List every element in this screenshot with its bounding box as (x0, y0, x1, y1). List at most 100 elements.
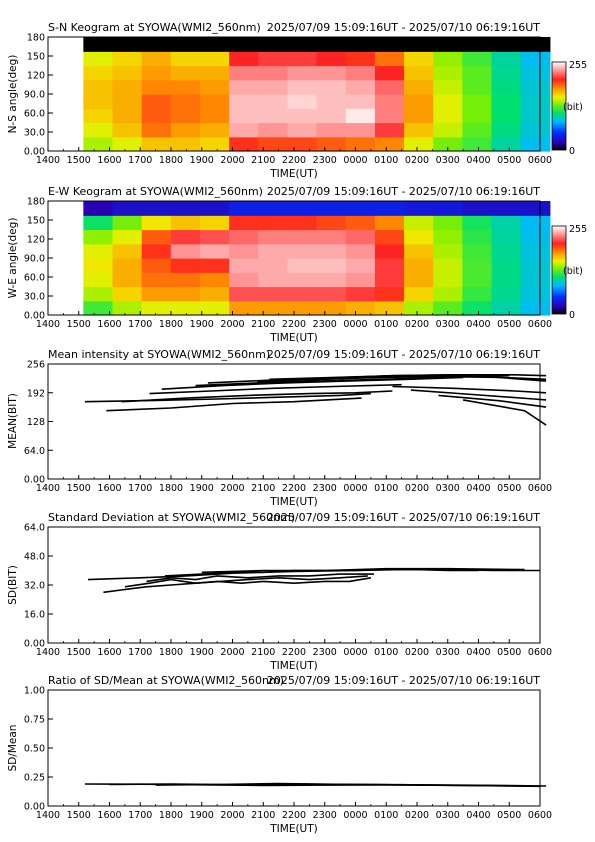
x-tick-label: 1700 (128, 483, 152, 494)
keogram-cell (112, 37, 143, 52)
x-tick-label: 0400 (466, 155, 490, 166)
keogram-cell (229, 37, 259, 52)
keogram-cell (433, 243, 463, 259)
keogram-cell (404, 243, 434, 259)
x-tick-label: 0400 (466, 319, 490, 330)
keogram-cell (141, 215, 172, 231)
keogram-cell (141, 136, 172, 152)
keogram-cell (141, 122, 172, 138)
keogram-cell (258, 94, 289, 109)
keogram-cell (287, 136, 318, 152)
keogram-cell (287, 51, 318, 67)
x-tick-label: 2100 (251, 647, 275, 658)
keogram-cell (316, 94, 347, 109)
keogram-cell (491, 300, 522, 316)
keogram-cell (287, 243, 318, 259)
keogram-cell (433, 258, 463, 273)
x-tick-label: 1700 (128, 810, 152, 821)
keogram-cell (258, 229, 289, 245)
keogram-cell (141, 79, 172, 95)
x-tick-label: 1400 (36, 647, 60, 658)
series-lines (84, 782, 547, 788)
panel-period: 2025/07/09 15:09:16UT - 2025/07/10 06:19… (267, 185, 540, 198)
keogram-cell (170, 108, 201, 124)
keogram-cell (170, 258, 201, 273)
keogram-cell (199, 243, 230, 259)
x-tick-label: 2200 (282, 319, 306, 330)
keogram-cell (112, 79, 143, 95)
keogram-cell (112, 272, 143, 288)
keogram-cell (462, 229, 493, 245)
keogram-cell (433, 122, 463, 138)
keogram-cell (170, 65, 201, 81)
keogram-cell (141, 243, 172, 259)
keogram-cell (112, 286, 143, 302)
series-line (303, 374, 547, 382)
x-tick-label: 1400 (36, 319, 60, 330)
keogram-cell (491, 286, 522, 302)
x-tick-label: 0400 (466, 483, 490, 494)
x-tick-label: 0300 (436, 647, 460, 658)
x-tick-label: 1500 (67, 810, 91, 821)
panel-title: Mean intensity at SYOWA(WMI2_560nm) (48, 348, 270, 361)
x-tick-label: 0500 (497, 647, 521, 658)
x-tick-label: 1400 (36, 155, 60, 166)
y-tick-label: 0.00 (24, 147, 45, 158)
keogram-cell (345, 136, 376, 152)
y-tick-label: 0.00 (24, 475, 45, 486)
keogram-cell (374, 229, 405, 245)
y-tick-label: 90.0 (24, 254, 45, 265)
keogram-cell (520, 65, 551, 81)
x-tick-label: 1500 (67, 155, 91, 166)
keogram-cell (345, 272, 376, 288)
x-tick-label: 0100 (374, 319, 398, 330)
keogram-cell (345, 300, 376, 316)
panel-ew-keogram: E-W Keogram at SYOWA(WMI2_560nm) 2025/07… (7, 185, 587, 344)
y-tick-label: 120 (27, 71, 45, 82)
colorbar-gradient (551, 61, 567, 151)
keogram-cell (199, 300, 230, 316)
x-tick-label: 0500 (497, 483, 521, 494)
keogram-cell (199, 51, 230, 67)
keogram-cell (258, 79, 289, 95)
y-tick-label: 256 (27, 360, 45, 371)
keogram-cell (491, 94, 522, 109)
keogram-cell (83, 300, 114, 316)
keogram-cell (491, 201, 522, 216)
y-axis: 0.00 30.0 60.0 90.0 120 150 180 (24, 197, 53, 322)
keogram-cell (345, 229, 376, 245)
keogram-cell (229, 286, 259, 302)
panel-standard-deviation: Standard Deviation at SYOWA(WMI2_560nm) … (7, 511, 552, 672)
y-axis-label: SD/Mean (7, 725, 19, 772)
keogram-cell (433, 272, 463, 288)
keogram-cell (462, 94, 493, 109)
x-tick-label: 0100 (374, 810, 398, 821)
keogram-cell (345, 79, 376, 95)
keogram-cell (520, 258, 551, 273)
x-tick-label: 1800 (159, 319, 183, 330)
keogram-cell (462, 272, 493, 288)
keogram-cell (170, 286, 201, 302)
keogram-cell (112, 258, 143, 273)
keogram-cell (374, 37, 405, 52)
keogram-cell (258, 258, 289, 273)
x-tick-label: 0400 (466, 647, 490, 658)
keogram-cell (112, 229, 143, 245)
x-tick-label: 1900 (190, 483, 214, 494)
keogram-cell (462, 65, 493, 81)
keogram-cell (316, 300, 347, 316)
y-tick-label: 0.00 (24, 311, 45, 322)
keogram-cell (258, 201, 289, 216)
x-tick-label: 1800 (159, 483, 183, 494)
series-lines (87, 567, 540, 594)
keogram-cell (462, 122, 493, 138)
keogram-cell (287, 79, 318, 95)
keogram-cell (83, 108, 114, 124)
keogram-cell (170, 122, 201, 138)
keogram-cell (491, 272, 522, 288)
keogram-cell (520, 286, 551, 302)
keogram-cell (229, 136, 259, 152)
series-line (146, 573, 374, 583)
x-axis-label: TIME(UT) (269, 823, 318, 835)
y-tick-label: 180 (27, 33, 45, 44)
